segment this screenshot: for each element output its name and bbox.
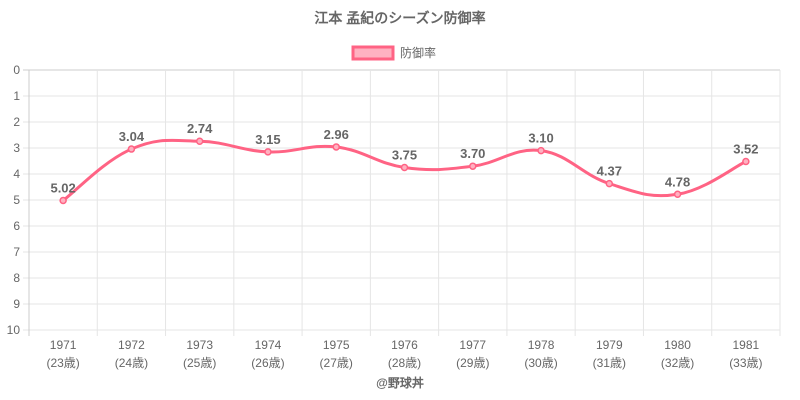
data-label: 4.78 [665, 174, 690, 189]
data-label: 2.96 [324, 127, 349, 142]
x-tick-sublabel: (25歳) [183, 356, 216, 370]
x-tick-label: 1971 [50, 338, 77, 352]
x-tick-label: 1981 [733, 338, 760, 352]
y-tick-label: 4 [13, 167, 20, 181]
data-point[interactable] [332, 143, 340, 151]
data-label: 3.75 [392, 148, 417, 163]
y-tick-label: 8 [13, 271, 20, 285]
data-label: 2.74 [187, 121, 213, 136]
data-label: 3.52 [733, 142, 758, 157]
x-tick-sublabel: (28歳) [388, 356, 421, 370]
x-tick-label: 1979 [596, 338, 623, 352]
data-point[interactable] [59, 196, 67, 205]
x-tick-sublabel: (27歳) [320, 356, 353, 370]
data-point[interactable] [469, 162, 477, 170]
data-label: 4.37 [597, 164, 622, 179]
y-tick-label: 7 [13, 245, 20, 259]
legend-swatch[interactable] [351, 45, 395, 61]
data-point[interactable] [742, 157, 750, 166]
data-point[interactable] [127, 145, 136, 153]
x-tick-sublabel: (24歳) [115, 356, 148, 370]
x-tick-label: 1975 [323, 338, 350, 352]
y-tick-label: 6 [13, 219, 20, 233]
x-tick-label: 1972 [118, 338, 145, 352]
x-tick-label: 1974 [255, 338, 282, 352]
y-tick-label: 2 [13, 115, 20, 129]
credit: @野球丼 [376, 375, 424, 390]
data-point[interactable] [673, 190, 682, 199]
data-point[interactable] [537, 146, 545, 155]
x-tick-sublabel: (30歳) [524, 356, 557, 370]
x-tick-sublabel: (31歳) [593, 356, 626, 370]
data-point[interactable] [400, 163, 409, 172]
x-tick-label: 1978 [528, 338, 555, 352]
x-tick-label: 1976 [391, 338, 418, 352]
x-tick-sublabel: (33歳) [729, 356, 762, 370]
y-tick-label: 1 [13, 89, 20, 103]
data-label: 3.70 [460, 146, 485, 161]
legend-label[interactable]: 防御率 [400, 45, 436, 60]
data-label: 3.10 [528, 131, 553, 146]
x-tick-label: 1977 [459, 338, 486, 352]
data-label: 3.15 [255, 132, 280, 147]
x-tick-sublabel: (23歳) [46, 356, 79, 370]
data-label: 3.04 [119, 129, 145, 144]
y-tick-label: 9 [13, 297, 20, 311]
data-point[interactable] [195, 137, 204, 145]
data-point[interactable] [605, 179, 614, 188]
x-tick-sublabel: (29歳) [456, 356, 489, 370]
chart-title: 江本 孟紀のシーズン防御率 [314, 10, 485, 26]
x-tick-label: 1973 [186, 338, 213, 352]
y-tick-label: 3 [13, 141, 20, 155]
x-tick-label: 1980 [664, 338, 691, 352]
y-tick-label: 0 [13, 63, 20, 77]
y-tick-label: 5 [13, 193, 20, 207]
data-point[interactable] [264, 148, 272, 156]
y-tick-label: 10 [7, 323, 21, 337]
data-label: 5.02 [50, 181, 75, 196]
x-tick-sublabel: (26歳) [251, 356, 284, 370]
x-tick-sublabel: (32歳) [661, 356, 694, 370]
